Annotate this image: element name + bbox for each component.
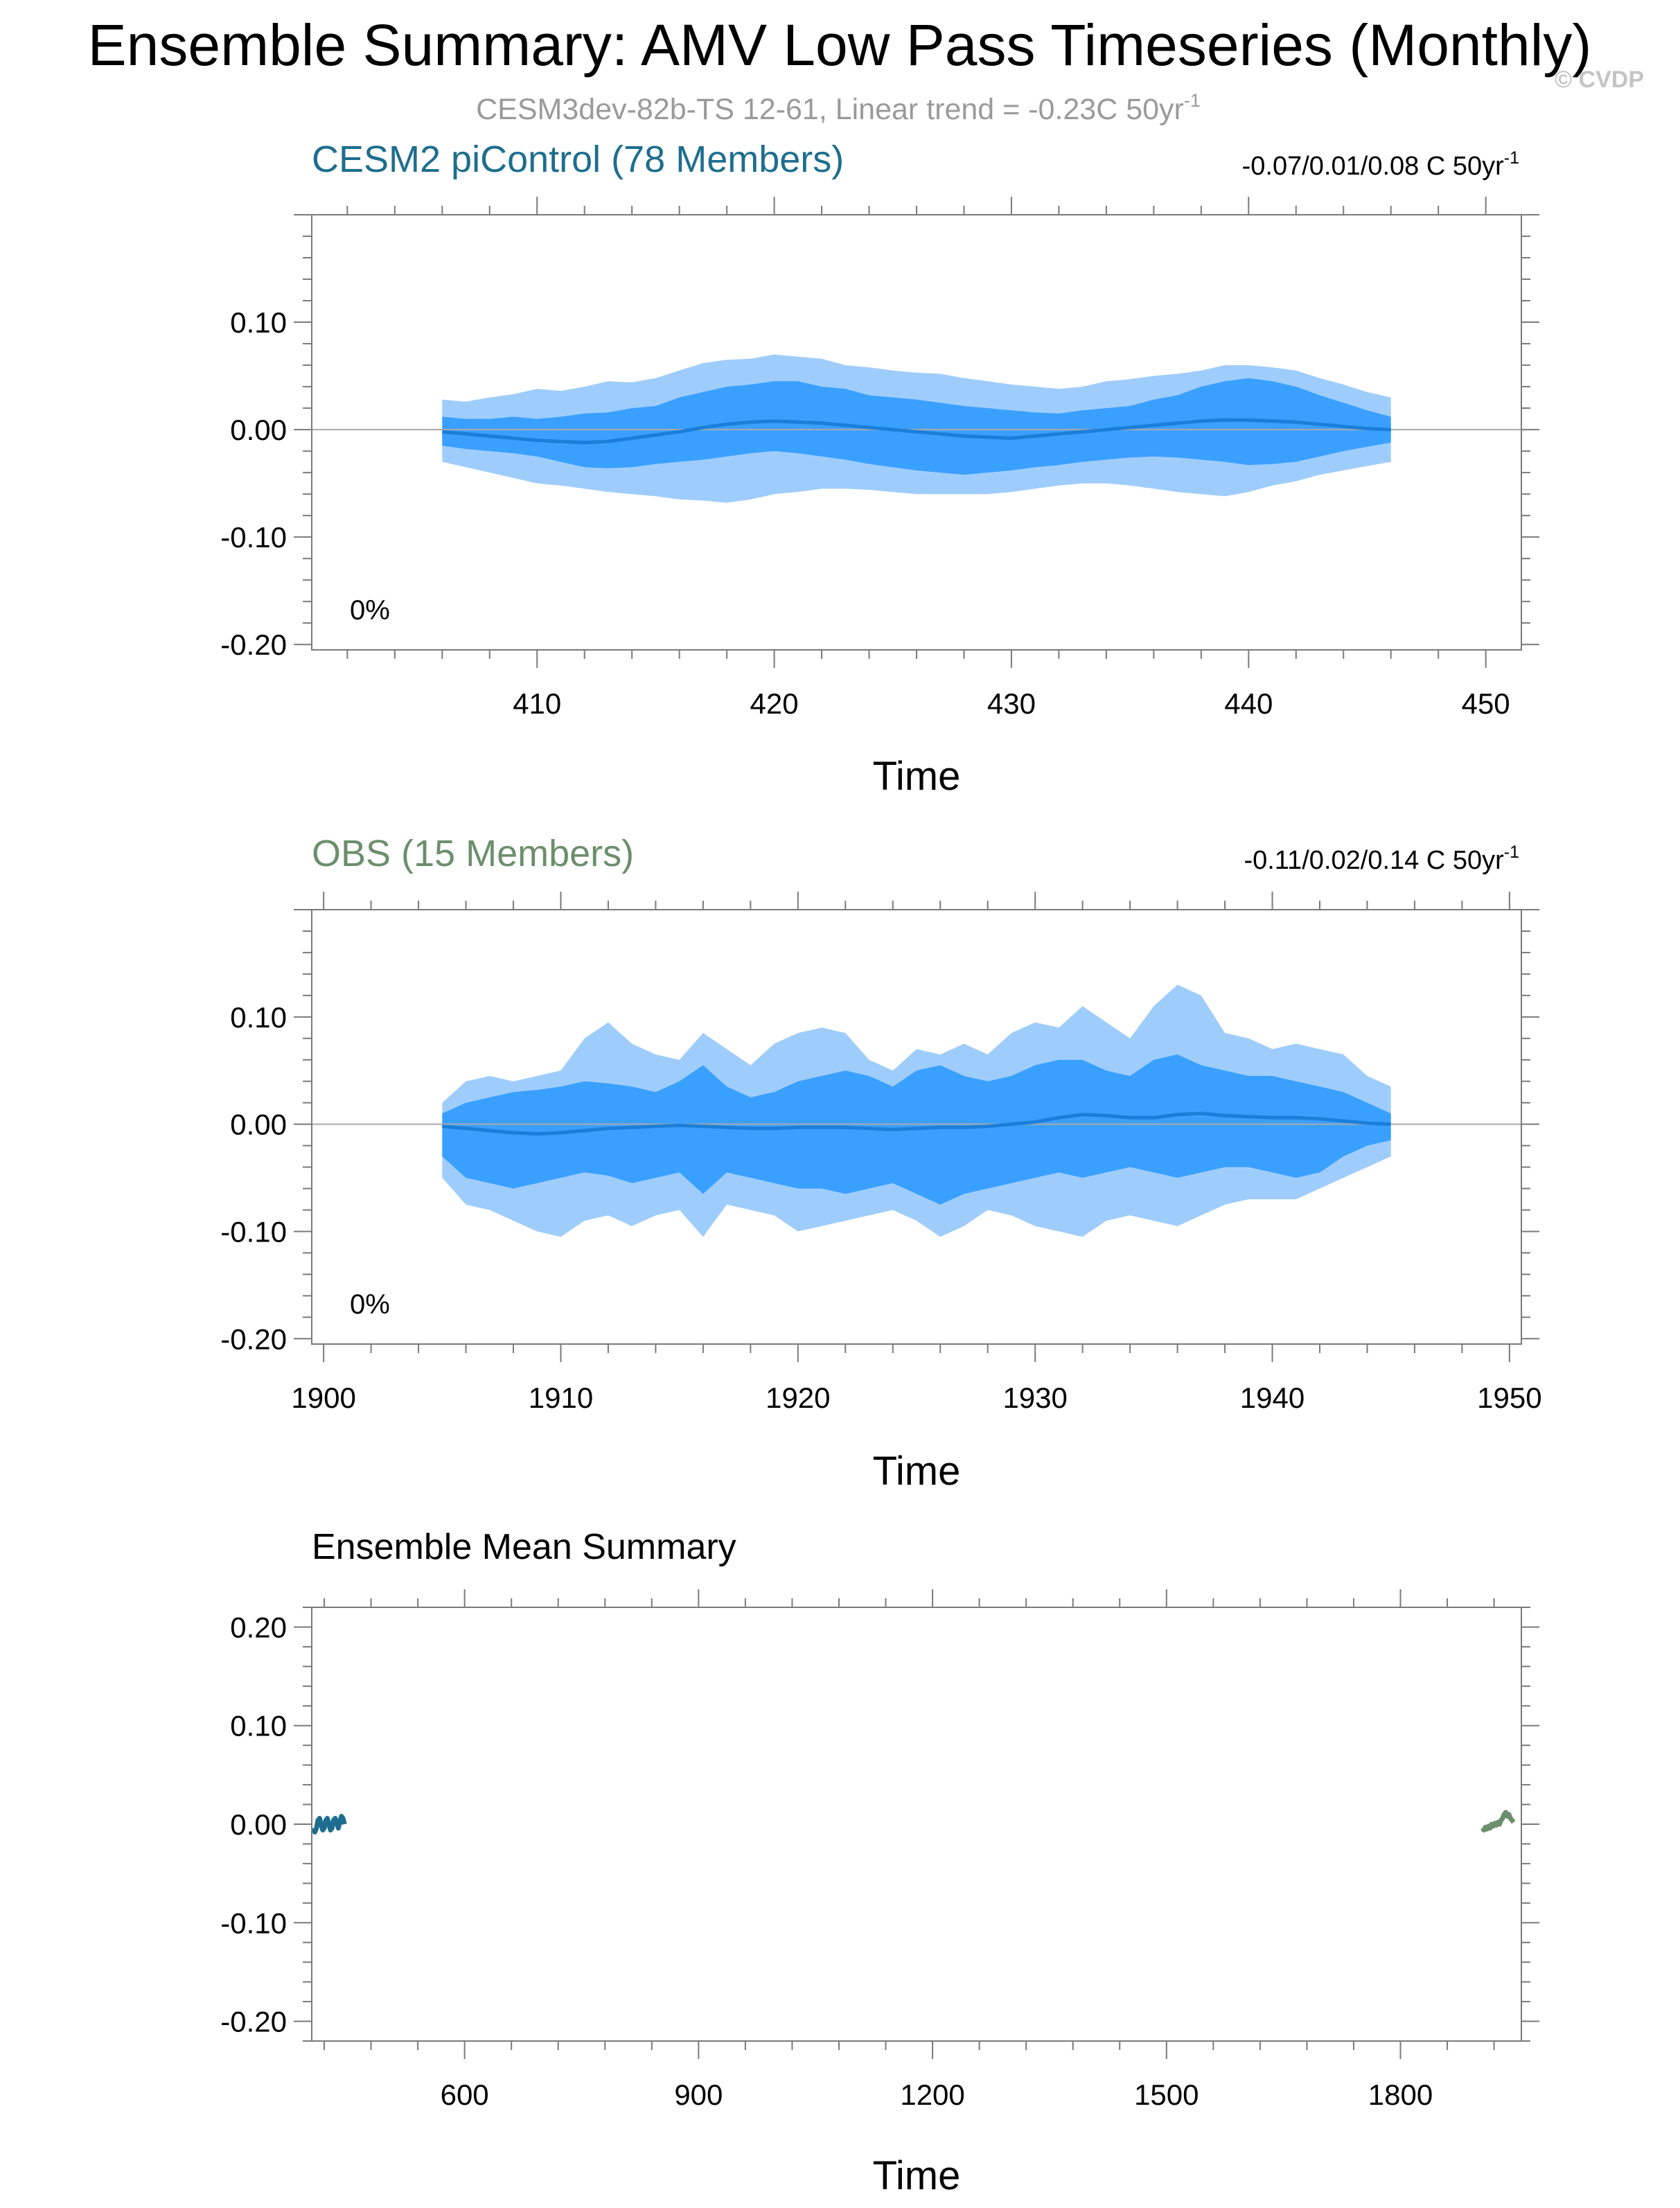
model-x-tick-label: 410: [513, 687, 561, 720]
obs-x-tick-label: 1910: [529, 1381, 593, 1414]
figure-subtitle: CESM3dev-82b-TS 12-61, Linear trend = -0…: [476, 90, 1201, 126]
mean-y-tick-label: 0.00: [230, 1808, 287, 1841]
model-trend-exponent: -1: [1504, 148, 1519, 168]
mean-x-tick-label: 1800: [1368, 2078, 1433, 2111]
ensemble-mean-panel: Ensemble Mean Summary Time 0.20 0.10 0.00 -…: [220, 1527, 1539, 2198]
obs-mean-series-line: [1480, 1810, 1516, 1832]
mean-x-tick-label: 1200: [900, 2078, 964, 2111]
model-inner-spread-band: [442, 378, 1391, 475]
mean-x-tick-label: 600: [441, 2078, 489, 2111]
obs-x-tick-label: 1920: [766, 1381, 830, 1414]
obs-x-tick-label: 1930: [1002, 1381, 1067, 1414]
model-trend-label: -0.07/0.01/0.08 C 50yr-1: [1242, 148, 1519, 181]
obs-y-tick-label: -0.20: [220, 1323, 287, 1355]
obs-ensemble-mean-line: [442, 1111, 1391, 1136]
model-ensemble-mean-line: [442, 418, 1391, 445]
model-trend-text: -0.07/0.01/0.08 C 50yr: [1242, 152, 1504, 181]
mean-y-tick-label: 0.10: [230, 1710, 287, 1742]
model-x-tick-label: 420: [750, 687, 799, 720]
obs-percent-annotation: 0%: [350, 1289, 390, 1320]
obs-panel-title: OBS (15 Members): [312, 833, 634, 874]
obs-y-tick-label: 0.10: [230, 1001, 287, 1034]
cvdp-watermark: © CVDP: [1555, 67, 1644, 93]
model-mean-series-line: [311, 1814, 347, 1835]
obs-x-axis-label: Time: [873, 1449, 961, 1494]
mean-x-tick-label: 900: [674, 2078, 723, 2111]
model-x-tick-label: 430: [987, 687, 1036, 720]
obs-trend-label: -0.11/0.02/0.14 C 50yr-1: [1244, 842, 1519, 875]
model-y-tick-label: -0.10: [220, 521, 287, 554]
obs-trend-exponent: -1: [1504, 842, 1519, 862]
obs-x-tick-label: 1900: [291, 1381, 355, 1414]
model-x-tick-label: 450: [1462, 687, 1510, 720]
model-y-tick-label: 0.10: [230, 306, 287, 339]
mean-x-tick-label: 1500: [1134, 2078, 1199, 2111]
mean-y-tick-label: -0.10: [220, 1907, 287, 1939]
mean-panel-title: Ensemble Mean Summary: [312, 1527, 736, 1567]
figure-subtitle-exponent: -1: [1184, 90, 1201, 111]
obs-plot-frame: [311, 909, 1522, 1345]
obs-trend-text: -0.11/0.02/0.14 C 50yr: [1244, 846, 1504, 875]
model-x-axis-label: Time: [873, 754, 961, 799]
figure-subtitle-text: CESM3dev-82b-TS 12-61, Linear trend = -0…: [476, 93, 1184, 126]
obs-y-tick-label: -0.10: [220, 1215, 287, 1248]
model-x-tick-label: 440: [1224, 687, 1273, 720]
model-y-tick-label: 0.00: [230, 414, 287, 446]
obs-y-tick-label: 0.00: [230, 1109, 287, 1141]
obs-ensemble-panel: OBS (15 Members) -0.11/0.02/0.14 C 50yr-…: [220, 833, 1541, 1494]
figure-title: Ensemble Summary: AMV Low Pass Timeserie…: [88, 12, 1592, 78]
mean-x-axis-label: Time: [873, 2153, 961, 2198]
mean-plot-frame: [311, 1607, 1522, 2042]
mean-y-tick-label: -0.20: [220, 2006, 287, 2038]
model-ensemble-panel: CESM2 piControl (78 Members) -0.07/0.01/…: [220, 139, 1539, 799]
model-panel-title: CESM2 piControl (78 Members): [312, 139, 844, 180]
obs-x-tick-label: 1940: [1240, 1381, 1305, 1414]
model-y-tick-label: -0.20: [220, 628, 287, 661]
obs-x-tick-label: 1950: [1477, 1381, 1541, 1414]
model-percent-annotation: 0%: [350, 595, 390, 626]
mean-y-tick-label: 0.20: [230, 1611, 287, 1643]
